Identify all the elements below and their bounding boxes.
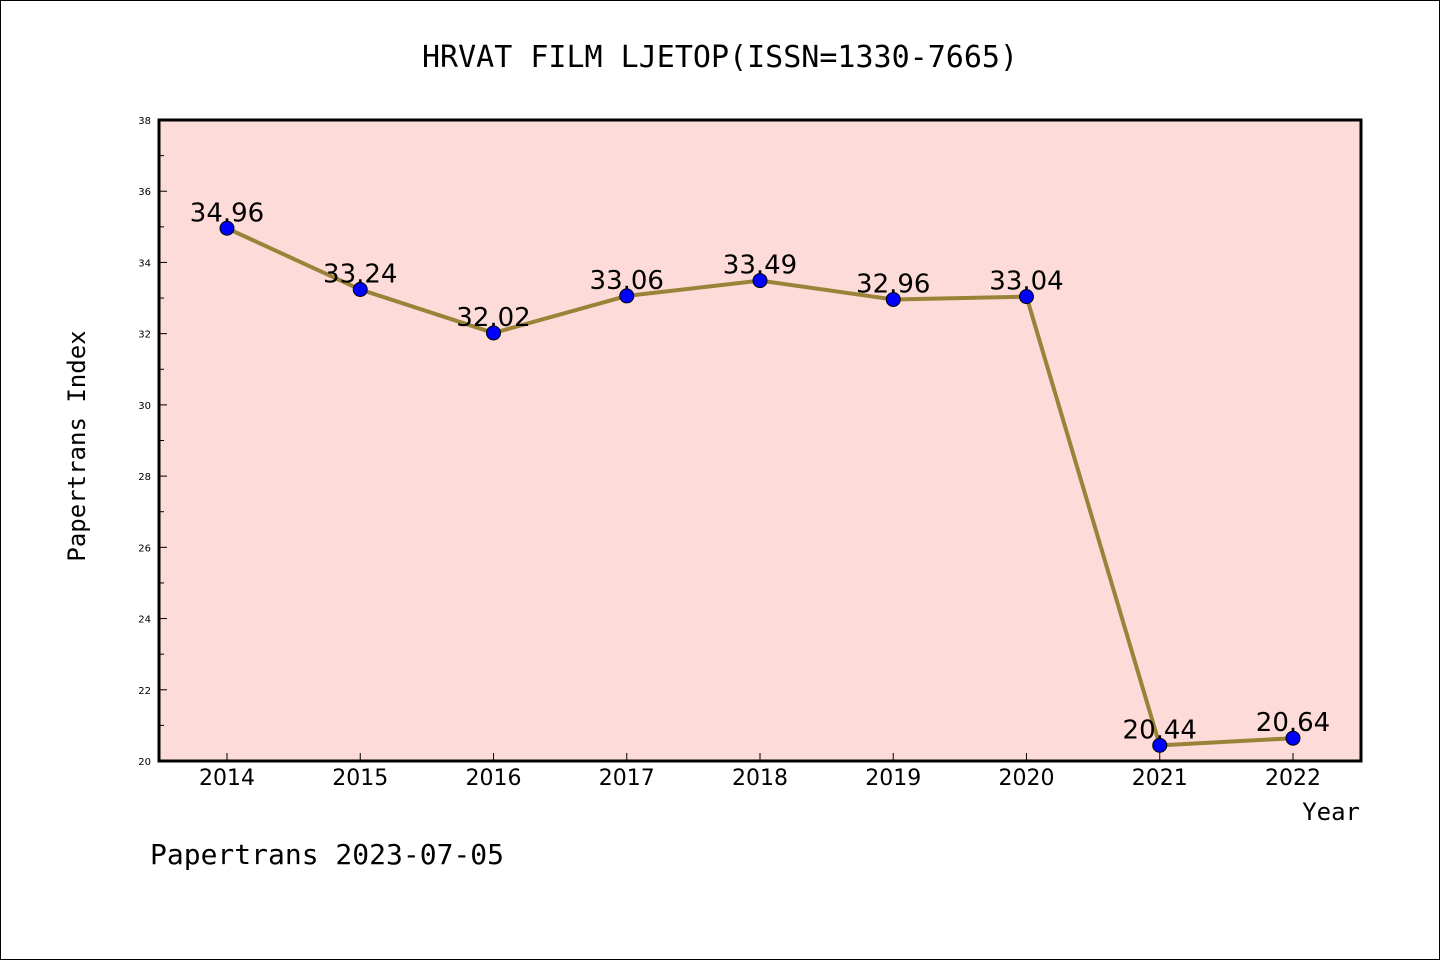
x-tick-label: 2018 [732, 766, 788, 791]
x-tick-label: 2014 [199, 766, 255, 791]
data-label: 32.96 [856, 269, 930, 299]
y-tick-label: 30 [138, 401, 151, 412]
data-point [1019, 289, 1034, 305]
x-tick-label: 2020 [999, 766, 1055, 791]
data-point [752, 273, 768, 289]
data-label: 33.49 [723, 251, 797, 281]
y-tick-label: 28 [138, 472, 151, 483]
data-point [619, 288, 635, 304]
plot-border [157, 118, 1363, 763]
data-point [486, 325, 501, 341]
chart-title: HRVAT FILM LJETOP(ISSN=1330-7665) [422, 40, 1018, 75]
data-label: 33.24 [323, 260, 397, 290]
footer-text: Papertrans 2023-07-05 [150, 838, 504, 871]
data-label: 20.64 [1256, 708, 1330, 738]
x-tick-label: 2016 [466, 766, 522, 791]
y-tick-label: 20 [138, 757, 151, 768]
x-tick-label: 2021 [1132, 766, 1188, 791]
x-tick-label: 2017 [599, 766, 655, 791]
y-tick-label: 36 [138, 187, 151, 198]
y-tick-label: 38 [138, 116, 151, 127]
x-tick-label: 2019 [865, 766, 921, 791]
x-tick-label: 2015 [332, 766, 388, 791]
x-axis: 2014 2015 2016 2017 2018 2019 2020 2021 2022 [199, 753, 1321, 791]
data-label: 20.44 [1123, 715, 1197, 745]
data-labels: 34.96 33.24 32.02 33.06 33.49 32.96 33.04 20.44… [190, 198, 1330, 745]
data-point [1152, 737, 1168, 753]
data-point [352, 282, 368, 298]
data-label: 34.96 [190, 198, 264, 228]
data-point [885, 291, 901, 307]
y-axis-label: Papertrans Index [63, 330, 91, 561]
data-label: 32.02 [456, 303, 530, 333]
data-label: 33.06 [590, 266, 664, 296]
y-tick-label: 24 [138, 615, 151, 626]
data-markers [219, 220, 1301, 753]
data-point [219, 220, 235, 236]
x-tick-label: 2022 [1265, 766, 1321, 791]
y-tick-label: 32 [138, 330, 151, 341]
data-point [1285, 730, 1301, 746]
y-tick-label: 34 [138, 258, 151, 269]
y-tick-label: 22 [138, 686, 151, 697]
plot-area [159, 120, 1361, 761]
data-label: 33.04 [989, 267, 1063, 297]
x-axis-label: Year [1302, 798, 1360, 826]
y-tick-label: 26 [138, 543, 151, 554]
